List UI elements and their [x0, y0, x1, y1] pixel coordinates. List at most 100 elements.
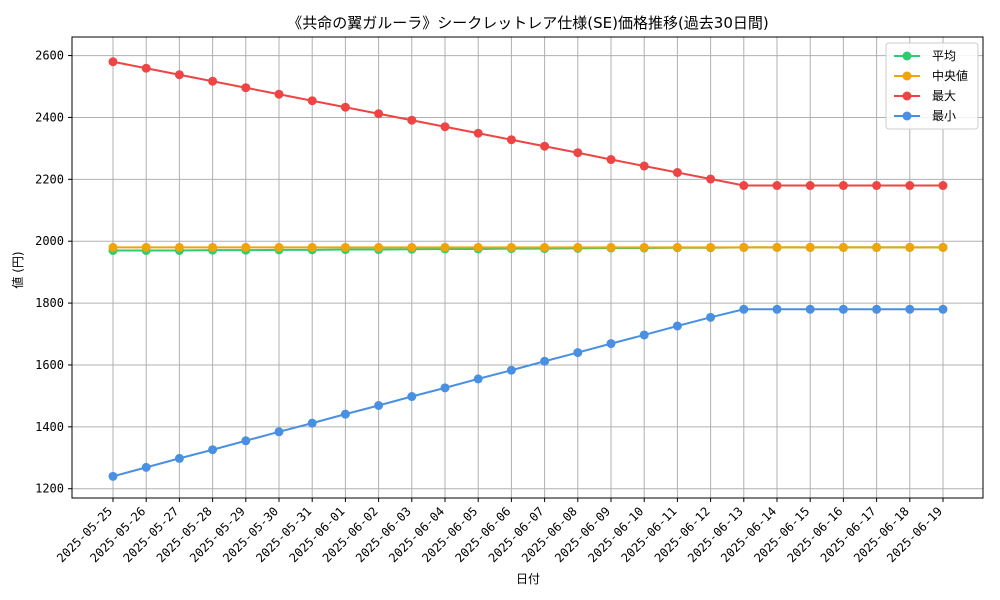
data-point	[208, 242, 218, 252]
data-point	[606, 242, 616, 252]
data-point	[573, 242, 583, 252]
y-tick-label: 2400	[35, 110, 64, 124]
data-point	[108, 242, 118, 252]
data-point	[374, 242, 384, 252]
plot-frame	[71, 36, 984, 499]
x-axis-title: 日付	[516, 572, 540, 586]
data-point	[174, 242, 184, 252]
grid	[72, 37, 983, 498]
data-point	[374, 109, 384, 119]
data-point	[706, 312, 716, 322]
data-point	[407, 392, 417, 402]
y-axis-title: 値 (円)	[10, 251, 25, 288]
data-point	[805, 242, 815, 252]
data-point	[905, 181, 915, 191]
data-point	[540, 141, 550, 151]
data-point	[838, 181, 848, 191]
data-point	[772, 242, 782, 252]
data-point	[174, 70, 184, 80]
data-point	[274, 242, 284, 252]
data-point	[639, 242, 649, 252]
data-point	[506, 135, 516, 145]
data-point	[938, 304, 948, 314]
data-point	[905, 242, 915, 252]
data-point	[872, 242, 882, 252]
data-point	[672, 242, 682, 252]
legend-box	[885, 42, 979, 130]
data-point	[440, 122, 450, 132]
data-point	[141, 242, 151, 252]
series-layer	[108, 57, 948, 481]
data-point	[905, 304, 915, 314]
legend-swatch-marker	[902, 71, 912, 81]
data-point	[307, 96, 317, 106]
data-point	[739, 304, 749, 314]
legend-label: 最大	[932, 89, 956, 103]
series-3	[108, 304, 948, 481]
legend-label: 平均	[932, 49, 956, 63]
series-line	[112, 308, 943, 478]
data-point	[473, 242, 483, 252]
data-point	[208, 76, 218, 86]
data-point	[639, 330, 649, 340]
data-point	[141, 63, 151, 73]
data-point	[407, 115, 417, 125]
data-point	[872, 304, 882, 314]
data-point	[606, 339, 616, 349]
data-point	[872, 181, 882, 191]
data-point	[473, 374, 483, 384]
y-tick-label: 2600	[35, 49, 64, 63]
data-point	[241, 83, 251, 93]
series-1	[108, 242, 948, 252]
data-point	[440, 242, 450, 252]
data-point	[241, 242, 251, 252]
data-point	[573, 348, 583, 358]
legend-item: 最大	[894, 89, 956, 103]
data-point	[307, 418, 317, 428]
data-point	[606, 155, 616, 165]
data-point	[108, 57, 118, 67]
chart-title: 《共命の翼ガルーラ》シークレットレア仕様(SE)価格推移(過去30日間)	[287, 14, 769, 32]
data-point	[772, 181, 782, 191]
data-point	[241, 436, 251, 446]
data-point	[706, 174, 716, 184]
data-point	[540, 242, 550, 252]
data-point	[739, 181, 749, 191]
data-point	[141, 462, 151, 472]
legend-item: 平均	[894, 49, 956, 63]
data-point	[739, 242, 749, 252]
y-tick-label: 1600	[35, 358, 64, 372]
series-2	[108, 57, 948, 191]
legend-swatch-marker	[902, 91, 912, 101]
data-point	[672, 168, 682, 178]
legend-swatch-marker	[902, 111, 912, 121]
data-point	[440, 383, 450, 393]
data-point	[108, 471, 118, 481]
data-point	[340, 102, 350, 112]
data-point	[805, 181, 815, 191]
data-point	[838, 242, 848, 252]
data-point	[340, 242, 350, 252]
legend-label: 中央値	[932, 68, 968, 83]
data-point	[274, 427, 284, 437]
data-point	[938, 181, 948, 191]
data-point	[573, 148, 583, 158]
data-point	[506, 242, 516, 252]
data-point	[938, 242, 948, 252]
data-point	[340, 409, 350, 419]
data-point	[838, 304, 848, 314]
data-point	[274, 89, 284, 99]
data-point	[506, 365, 516, 375]
data-point	[407, 242, 417, 252]
data-point	[706, 242, 716, 252]
data-point	[540, 356, 550, 366]
y-tick-label: 1200	[35, 482, 64, 496]
data-point	[772, 304, 782, 314]
data-point	[174, 453, 184, 463]
y-tick-label: 1400	[35, 420, 64, 434]
legend-item: 最小	[894, 109, 956, 123]
